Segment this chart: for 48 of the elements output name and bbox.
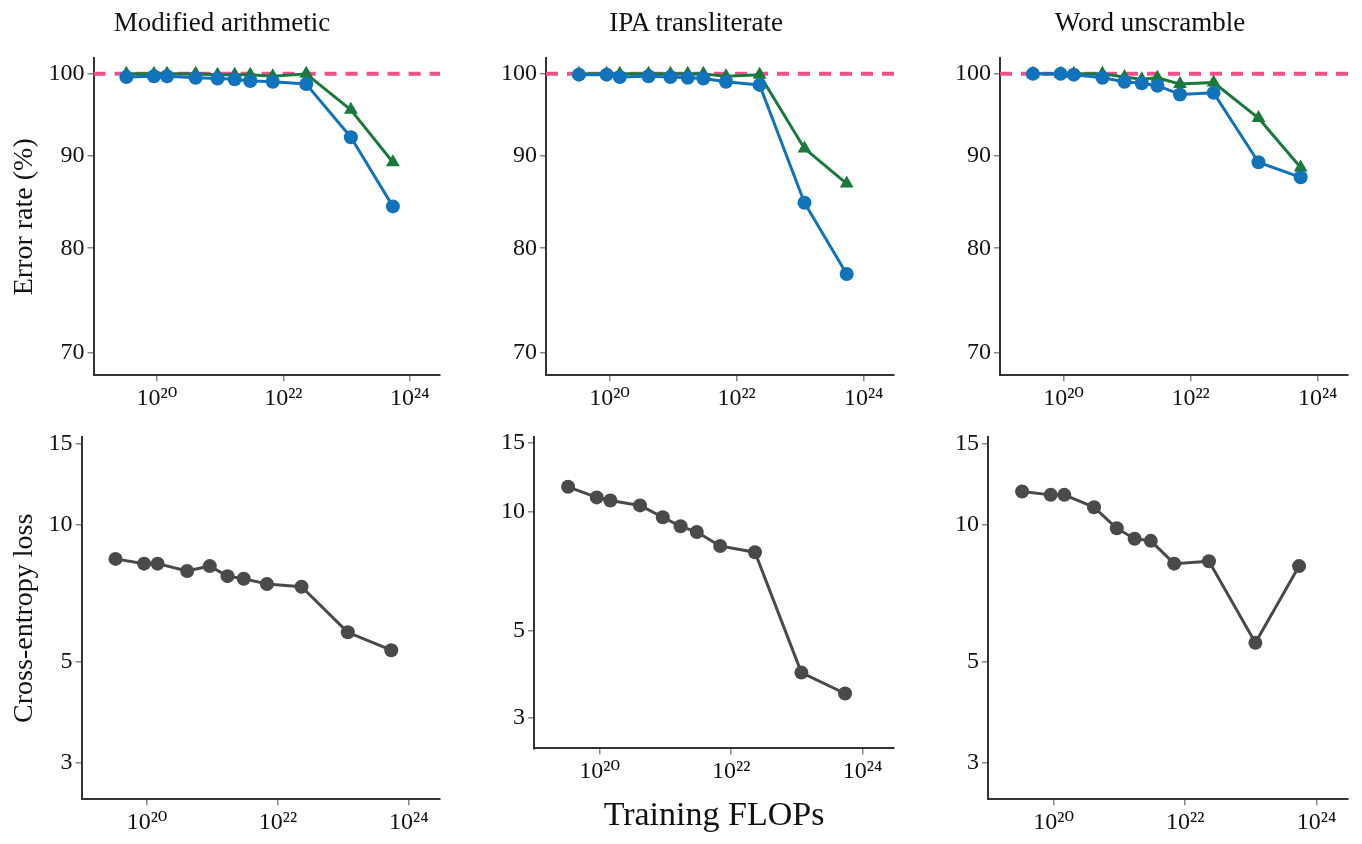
x-tick-label: 10²⁰ — [589, 383, 630, 410]
y-tick-label: 70 — [967, 337, 991, 364]
y-axis-title: Cross-entropy loss — [7, 513, 39, 723]
x-tick-label: 10²⁴ — [389, 807, 429, 834]
y-tick-label: 80 — [513, 233, 537, 260]
x-tick-label: 10²⁰ — [1033, 807, 1075, 834]
y-tick-label: 15 — [501, 428, 525, 455]
y-tick-label: 100 — [501, 59, 537, 86]
y-tick-label: 90 — [60, 141, 85, 168]
x-tick-label: 10²⁰ — [126, 807, 168, 834]
x-tick-label: 10²² — [711, 757, 751, 784]
y-tick-label: 5 — [967, 647, 979, 674]
x-tick-label: 10²⁰ — [136, 383, 178, 410]
x-tick-label: 10²⁰ — [1043, 383, 1084, 410]
y-tick-label: 10 — [501, 497, 525, 524]
y-tick-label: 15 — [48, 429, 73, 456]
y-tick-label: 5 — [513, 615, 525, 642]
y-tick-label: 3 — [967, 748, 979, 775]
y-tick-label: 10 — [955, 509, 979, 536]
y-tick-label: 10 — [48, 509, 73, 536]
x-tick-label: 10²⁴ — [390, 383, 430, 410]
x-tick-label: 10²² — [264, 383, 303, 410]
y-tick-label: 100 — [48, 59, 85, 86]
x-tick-label: 10²⁴ — [842, 757, 883, 784]
y-tick-label: 80 — [60, 233, 85, 260]
y-tick-label: 90 — [513, 141, 537, 168]
y-tick-label: 100 — [955, 59, 991, 86]
chart-title: IPA transliterate — [609, 7, 783, 38]
x-tick-label: 10²² — [1171, 383, 1210, 410]
x-tick-label: 10²² — [1165, 807, 1205, 834]
x-tick-label: 10²² — [258, 807, 298, 834]
y-tick-label: 3 — [513, 702, 525, 729]
y-tick-label: 5 — [60, 647, 73, 674]
x-tick-label: 10²⁰ — [579, 757, 621, 784]
x-tick-label: 10²⁴ — [1297, 383, 1338, 410]
x-tick-label: 10²² — [717, 383, 756, 410]
x-axis-title: Training FLOPs — [603, 794, 825, 832]
y-tick-label: 70 — [60, 337, 85, 364]
y-tick-label: 80 — [967, 233, 991, 260]
y-tick-label: 90 — [967, 141, 991, 168]
y-axis-title: Error rate (%) — [7, 138, 39, 296]
chart-title: Word unscramble — [1054, 7, 1246, 38]
chart-title: Modified arithmetic — [113, 7, 331, 38]
x-tick-label: 10²⁴ — [843, 383, 884, 410]
x-tick-label: 10²⁴ — [1296, 807, 1337, 834]
y-tick-label: 3 — [60, 748, 73, 775]
y-tick-label: 70 — [513, 337, 537, 364]
y-tick-label: 15 — [955, 429, 979, 456]
